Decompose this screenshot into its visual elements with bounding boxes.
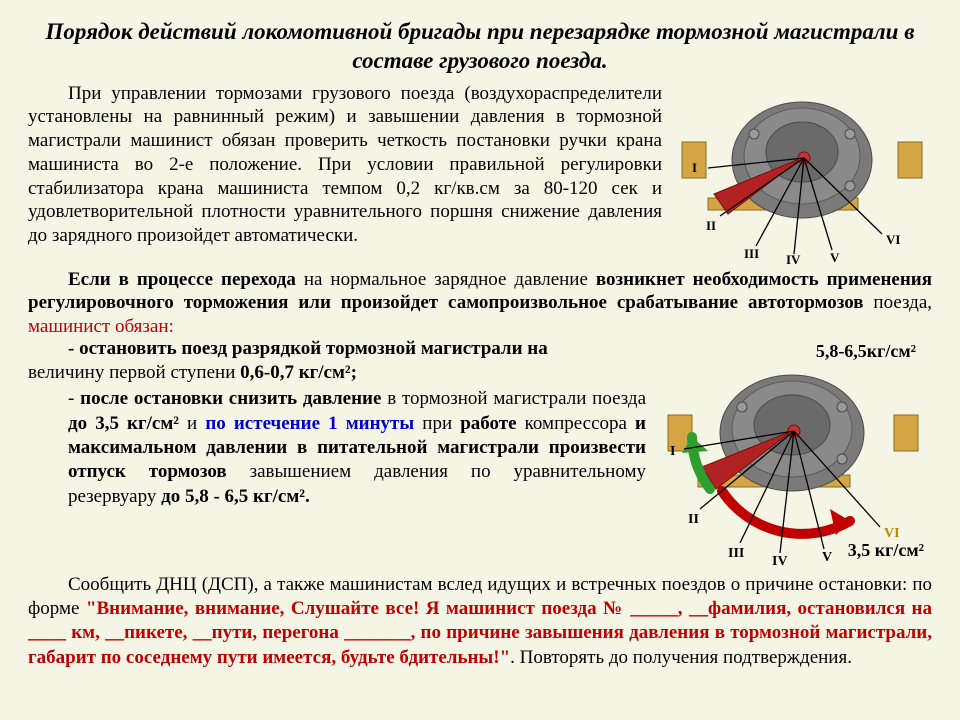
svg-text:VI: VI	[886, 232, 900, 247]
pressure-label-high: 5,8-6,5кг/см²	[816, 341, 916, 362]
paragraph-1: При управлении тормозами грузового поезд…	[28, 82, 662, 266]
svg-text:III: III	[728, 546, 744, 561]
paragraph-2: Если в процессе перехода на нормальное з…	[28, 268, 932, 339]
page-title: Порядок действий локомотивной бригады пр…	[28, 18, 932, 76]
svg-text:V: V	[830, 250, 840, 265]
svg-text:IV: IV	[772, 554, 788, 569]
valve-diagram-1: I II III IV V VI	[672, 86, 932, 266]
svg-text:I: I	[670, 444, 675, 459]
pressure-label-low: 3,5 кг/см²	[848, 540, 924, 561]
svg-text:III: III	[744, 246, 759, 261]
paragraph-final: Сообщить ДНЦ (ДСП), а также машинистам в…	[28, 573, 932, 670]
valve-diagram-2: 5,8-6,5кг/см²	[652, 341, 932, 569]
svg-text:I: I	[692, 160, 697, 175]
svg-text:IV: IV	[786, 252, 801, 266]
svg-text:VI: VI	[884, 526, 900, 541]
svg-text:II: II	[688, 512, 699, 527]
svg-text:V: V	[822, 550, 832, 565]
svg-text:II: II	[706, 218, 716, 233]
